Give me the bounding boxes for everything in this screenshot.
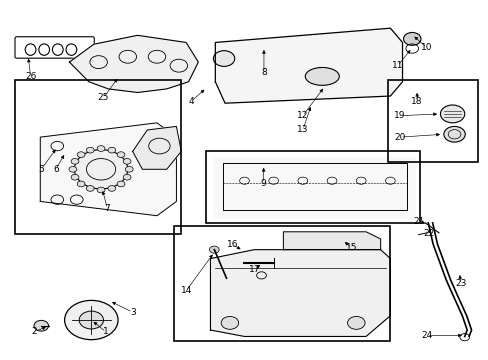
Text: 11: 11	[391, 61, 403, 70]
Circle shape	[34, 320, 48, 331]
Circle shape	[440, 105, 464, 123]
Text: 15: 15	[345, 243, 357, 252]
Text: 2: 2	[32, 327, 37, 336]
Polygon shape	[69, 35, 198, 93]
Text: 3: 3	[129, 308, 135, 317]
Text: 7: 7	[104, 204, 110, 213]
Circle shape	[79, 311, 103, 329]
Polygon shape	[283, 232, 380, 249]
Circle shape	[97, 146, 105, 152]
Text: 25: 25	[98, 93, 109, 102]
Text: 19: 19	[393, 111, 405, 120]
Circle shape	[108, 147, 116, 153]
Polygon shape	[212, 157, 414, 217]
Polygon shape	[132, 126, 181, 169]
Text: 16: 16	[226, 240, 238, 249]
Text: 23: 23	[454, 279, 466, 288]
Text: 22: 22	[423, 229, 434, 238]
Bar	[174, 226, 389, 341]
Circle shape	[123, 158, 131, 164]
Circle shape	[117, 152, 124, 157]
Circle shape	[86, 185, 94, 191]
Text: 24: 24	[420, 331, 431, 340]
Bar	[205, 152, 419, 223]
Circle shape	[221, 316, 238, 329]
Text: 26: 26	[25, 72, 36, 81]
Circle shape	[123, 174, 131, 180]
Circle shape	[97, 187, 105, 193]
Polygon shape	[215, 28, 402, 103]
Circle shape	[347, 316, 365, 329]
Bar	[15, 80, 181, 234]
Text: 9: 9	[260, 179, 265, 188]
Circle shape	[71, 174, 79, 180]
Circle shape	[71, 158, 79, 164]
Polygon shape	[210, 249, 389, 337]
Text: 14: 14	[180, 286, 191, 295]
Circle shape	[117, 181, 124, 187]
Circle shape	[64, 300, 118, 340]
Text: 10: 10	[420, 43, 432, 52]
Text: 5: 5	[38, 165, 44, 174]
Circle shape	[77, 181, 85, 187]
Polygon shape	[40, 123, 176, 216]
Circle shape	[69, 166, 77, 172]
Text: 18: 18	[410, 97, 422, 106]
Text: 6: 6	[53, 165, 59, 174]
Text: 13: 13	[297, 126, 308, 135]
Text: 8: 8	[261, 68, 266, 77]
Circle shape	[86, 147, 94, 153]
Circle shape	[403, 32, 420, 45]
Text: 12: 12	[297, 111, 308, 120]
Bar	[387, 80, 477, 162]
Circle shape	[77, 152, 85, 157]
Text: 21: 21	[413, 217, 425, 226]
Circle shape	[108, 185, 116, 191]
Text: 1: 1	[103, 327, 108, 336]
Circle shape	[443, 126, 464, 142]
Circle shape	[74, 150, 127, 189]
Ellipse shape	[305, 67, 339, 85]
Text: 4: 4	[188, 97, 193, 106]
Circle shape	[213, 51, 234, 66]
Text: 20: 20	[394, 132, 405, 141]
Circle shape	[125, 166, 133, 172]
Circle shape	[209, 246, 219, 253]
Text: 17: 17	[248, 265, 260, 274]
